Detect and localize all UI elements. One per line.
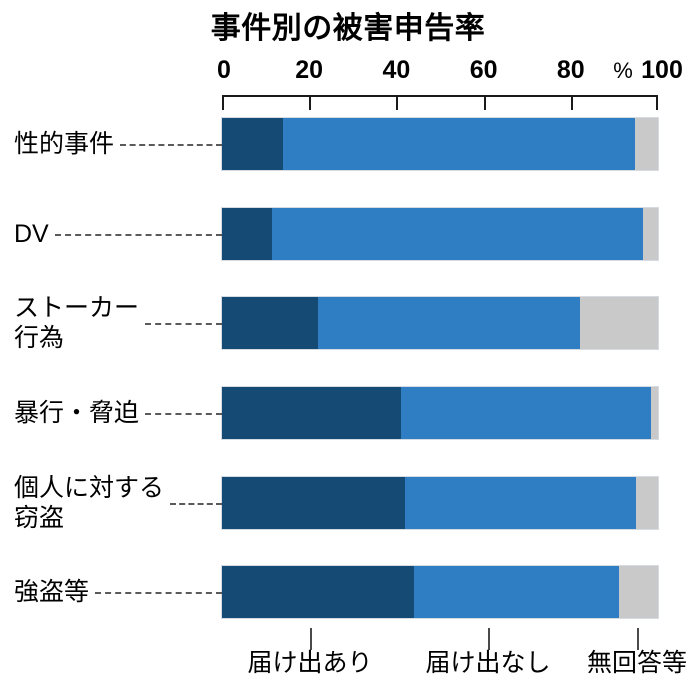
bar-segment-unreported (283, 118, 635, 170)
bar-segment-reported (222, 477, 406, 529)
legend-label-3: 無回答等 (586, 649, 688, 677)
x-axis-tick-20: 20 (295, 56, 324, 84)
bar-row (222, 208, 658, 260)
category-label-block: 強盗等 (0, 566, 222, 618)
axis-tick-mark-40 (396, 97, 399, 110)
bar-track (222, 297, 658, 349)
bar-track (222, 387, 658, 439)
legend-label-2: 届け出なし (425, 649, 551, 677)
bar-row (222, 297, 658, 349)
x-axis-rule (222, 95, 658, 110)
bar-segment-no-answer (579, 297, 658, 349)
axis-tick-mark-20 (309, 97, 312, 110)
bar-segment-unreported (405, 477, 637, 529)
axis-tick-mark-80 (570, 97, 573, 110)
axis-tick-mark-60 (483, 97, 486, 110)
x-axis-tick-100: 100 (641, 56, 683, 84)
leader-line (145, 413, 222, 415)
bar-row (222, 566, 658, 618)
bar-segment-reported (222, 297, 318, 349)
bar-segment-reported (222, 566, 414, 618)
bar-segment-no-answer (651, 387, 658, 439)
x-axis-tick-labels: 0 20 40 60 80 100% (0, 58, 696, 88)
bar-segment-no-answer (618, 566, 658, 618)
category-label-block: DV (0, 208, 222, 260)
axis-tick-mark-0 (222, 97, 224, 110)
bar-segment-unreported (317, 297, 580, 349)
bar-track (222, 477, 658, 529)
bar-row (222, 387, 658, 439)
bar-track (222, 118, 658, 170)
category-label: 性的事件 (14, 130, 115, 158)
bar-segment-no-answer (636, 477, 658, 529)
category-label: 個人に対する 窃盗 (14, 474, 165, 532)
category-label-block: 暴行・脅迫 (0, 387, 222, 439)
x-axis-tick-40: 40 (382, 56, 411, 84)
x-axis-tick-60: 60 (469, 56, 498, 84)
bar-segment-no-answer (634, 118, 658, 170)
x-axis-tick-0: 0 (217, 56, 231, 84)
chart-title: 事件別の被害申告率 (210, 12, 486, 45)
bar-segment-no-answer (642, 208, 658, 260)
leader-line (95, 592, 222, 594)
leader-line (120, 144, 222, 146)
bar-segment-reported (222, 208, 273, 260)
category-label-block: ストーカー 行為 (0, 294, 222, 352)
legend-label-1: 届け出あり (247, 649, 373, 677)
leader-line (54, 234, 222, 236)
bar-segment-unreported (413, 566, 619, 618)
bar-track (222, 208, 658, 260)
legend-tick-3 (637, 628, 639, 650)
category-label: 暴行・脅迫 (14, 399, 140, 427)
axis-tick-mark-100 (656, 97, 658, 110)
bar-track (222, 566, 658, 618)
category-label-block: 性的事件 (0, 118, 222, 170)
category-label: 強盗等 (14, 578, 90, 606)
bar-segment-reported (222, 387, 401, 439)
category-label: ストーカー 行為 (14, 294, 140, 352)
bar-row (222, 118, 658, 170)
category-label: DV (14, 220, 49, 248)
legend-tick-1 (310, 628, 312, 650)
x-axis-unit-label: % (613, 58, 633, 83)
bar-segment-unreported (272, 208, 643, 260)
leader-line (170, 503, 222, 505)
bar-row (222, 477, 658, 529)
x-axis-tick-80: 80 (556, 56, 585, 84)
category-label-block: 個人に対する 窃盗 (0, 474, 222, 532)
leader-line (145, 323, 222, 325)
legend-tick-2 (488, 628, 490, 650)
bar-segment-reported (222, 118, 284, 170)
bar-segment-unreported (400, 387, 652, 439)
chart-legend: 届け出あり 届け出なし 無回答等 (0, 628, 696, 694)
